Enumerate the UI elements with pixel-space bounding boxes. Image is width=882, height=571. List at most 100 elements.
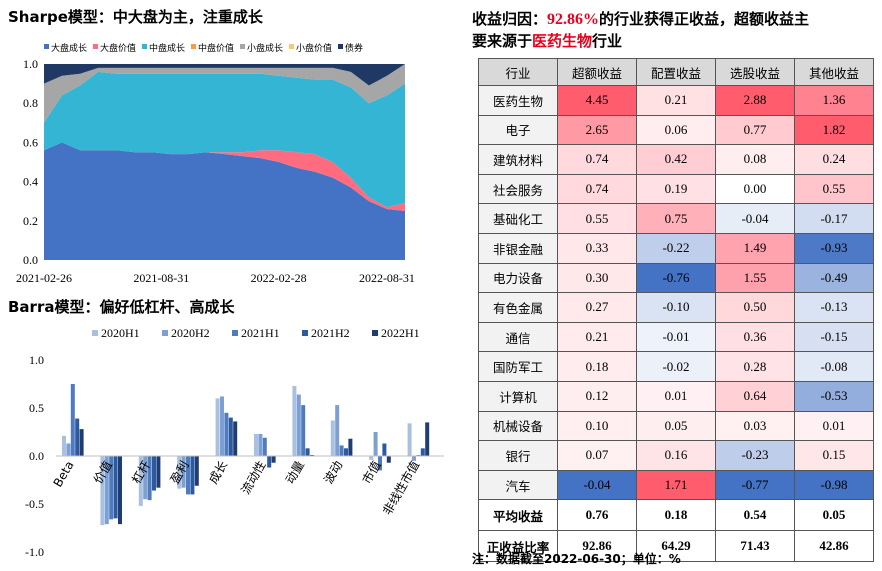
header-selection: 选股收益 (715, 58, 795, 86)
value-cell: -0.08 (794, 351, 874, 382)
summary-value-cell: 42.86 (794, 530, 874, 563)
barra-bar (190, 456, 195, 495)
barra-category-label: 非线性市值 (379, 458, 422, 517)
barra-bar (143, 456, 148, 500)
attribution-title-line2: 要来源于医药生物行业 (472, 30, 622, 51)
barra-bar (181, 456, 186, 488)
summary-value-cell: 0.76 (557, 499, 637, 532)
sharpe-legend-swatch (93, 44, 98, 49)
barra-bar (267, 456, 272, 468)
sharpe-area-1 (44, 142, 405, 260)
summary-label-cell: 正收益比率 (478, 530, 558, 563)
attribution-title-middle: 的行业获得正收益，超额收益主 (599, 10, 810, 28)
barra-bar (407, 423, 412, 456)
table-row: 医药生物 4.45 0.21 2.88 1.36 (478, 85, 874, 116)
barra-category-label: 波动 (321, 459, 345, 487)
barra-legend-swatch (92, 330, 98, 336)
sharpe-y-tick: 0.6 (23, 135, 38, 149)
value-cell: 0.21 (557, 321, 637, 353)
barra-bar (339, 445, 344, 456)
summary-row: 正收益比率 92.86 64.29 71.43 42.86 (478, 530, 874, 563)
value-cell: 0.28 (715, 351, 795, 382)
barra-y-tick: 1.0 (29, 353, 44, 367)
sharpe-y-tick: 0.0 (23, 253, 38, 267)
barra-bar (271, 456, 276, 463)
value-cell: 0.03 (715, 410, 795, 442)
value-cell: -0.17 (794, 203, 874, 234)
value-cell: 2.65 (557, 114, 637, 146)
summary-value-cell: 0.18 (636, 499, 716, 532)
table-row: 通信 0.21 -0.01 0.36 -0.15 (478, 321, 874, 353)
value-cell: 1.82 (794, 114, 874, 146)
barra-bar (100, 456, 105, 526)
sharpe-y-tick: 1.0 (23, 57, 38, 71)
value-cell: -0.77 (715, 469, 795, 501)
table-row: 非银金融 0.33 -0.22 1.49 -0.93 (478, 232, 874, 264)
table-row: 基础化工 0.55 0.75 -0.04 -0.17 (478, 203, 874, 234)
summary-value-cell: 92.86 (557, 530, 637, 563)
industry-cell: 通信 (478, 321, 558, 353)
sharpe-x-tick: 2021-08-31 (133, 271, 189, 285)
industry-cell: 非银金融 (478, 232, 558, 264)
table-row: 国防军工 0.18 -0.02 0.28 -0.08 (478, 351, 874, 382)
value-cell: 4.45 (557, 85, 637, 116)
summary-value-cell: 64.29 (636, 530, 716, 563)
barra-bar (66, 443, 71, 456)
industry-cell: 医药生物 (478, 85, 558, 116)
value-cell: -0.53 (794, 380, 874, 412)
value-cell: -0.98 (794, 469, 874, 501)
table-row: 建筑材料 0.74 0.42 0.08 0.24 (478, 144, 874, 175)
barra-bar (113, 456, 118, 519)
barra-bar (138, 456, 143, 506)
sharpe-legend-swatch (289, 44, 294, 49)
sharpe-y-tick: 0.2 (23, 214, 38, 228)
value-cell: 0.74 (557, 173, 637, 205)
value-cell: 0.42 (636, 144, 716, 175)
barra-bar (220, 396, 224, 456)
summary-label-cell: 平均收益 (478, 499, 558, 532)
barra-bar (118, 456, 122, 525)
value-cell: 1.55 (715, 262, 795, 294)
summary-row: 平均收益 0.76 0.18 0.54 0.05 (478, 499, 874, 532)
value-cell: 0.19 (636, 173, 716, 205)
value-cell: 1.49 (715, 232, 795, 264)
barra-legend-swatch (372, 330, 378, 336)
barra-bar (344, 448, 348, 456)
value-cell: -0.01 (636, 321, 716, 353)
barra-category-label: Beta (51, 459, 77, 490)
barra-bar (70, 384, 75, 456)
barra-bar (330, 420, 335, 456)
barra-bar (194, 456, 199, 486)
value-cell: -0.02 (636, 351, 716, 382)
summary-value-cell: 71.43 (715, 530, 795, 563)
barra-bar-chart: 2020H1 2020H2 2021H1 2021H2 2022H1 1.0 0.5 0.0 -… (25, 326, 444, 559)
barra-bar (301, 405, 306, 456)
sharpe-legend-label: 大盘价值 (100, 42, 136, 54)
barra-legend-label: 2020H1 (101, 326, 140, 340)
barra-bar (109, 456, 114, 520)
barra-legend-label: 2021H2 (311, 326, 350, 340)
barra-bar (224, 412, 229, 456)
barra-bar (215, 398, 220, 456)
sharpe-legend-label: 大盘成长 (51, 42, 87, 54)
value-cell: 1.36 (794, 85, 874, 116)
barra-legend-swatch (162, 330, 168, 336)
industry-cell: 社会服务 (478, 173, 558, 205)
barra-bar (62, 435, 66, 456)
barra-bar (369, 456, 374, 460)
header-other: 其他收益 (794, 58, 874, 86)
barra-bar (152, 456, 156, 491)
table-row: 电力设备 0.30 -0.76 1.55 -0.49 (478, 262, 874, 294)
sharpe-legend-swatch (142, 44, 147, 49)
value-cell: 1.71 (636, 469, 716, 501)
sharpe-legend-swatch (191, 44, 196, 49)
barra-y-tick: -0.5 (25, 497, 44, 511)
value-cell: 0.30 (557, 262, 637, 294)
table-row: 社会服务 0.74 0.19 0.00 0.55 (478, 173, 874, 205)
value-cell: 0.64 (715, 380, 795, 412)
barra-bar (156, 456, 161, 488)
value-cell: 0.07 (557, 440, 637, 471)
value-cell: 0.06 (636, 114, 716, 146)
value-cell: 0.27 (557, 292, 637, 323)
sharpe-area-2 (44, 142, 405, 211)
